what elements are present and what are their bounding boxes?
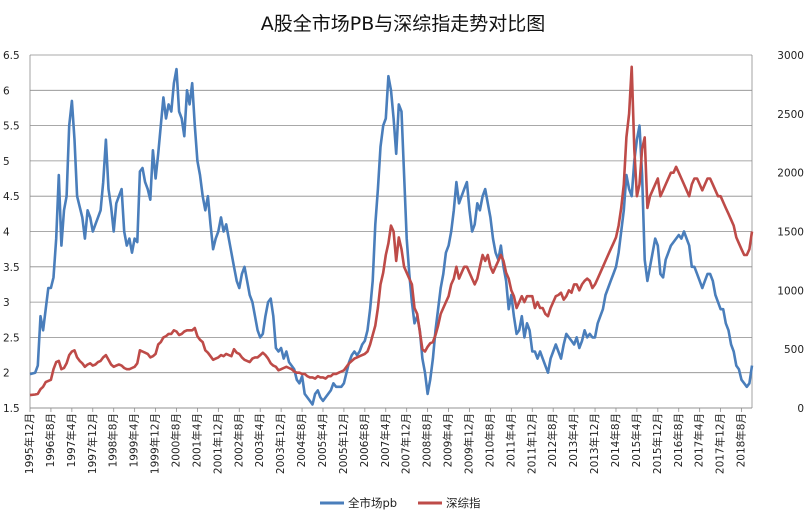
x-tick-label: 2002年8月	[232, 413, 245, 467]
x-tick-label: 2001年4月	[190, 413, 203, 467]
y-left-tick-label: 2.5	[3, 332, 20, 344]
x-tick-label: 2008年8月	[421, 413, 434, 467]
chart-title: A股全市场PB与深综指走势对比图	[261, 13, 546, 35]
x-tick-label: 2003年12月	[274, 413, 287, 474]
series-line-pb	[29, 67, 754, 406]
y-right-tick-label: 500	[784, 344, 804, 356]
x-tick-label: 1997年4月	[65, 413, 78, 467]
x-tick-label: 2018年8月	[735, 413, 748, 467]
y-right-tick-label: 0	[797, 403, 804, 415]
x-tick-label: 2010年8月	[483, 413, 496, 467]
series-line-szcomp	[29, 65, 754, 397]
axis-layer: 1.5 2 2.5 3 3.5 4 4.5 5 5.5 6 6.5 0 500 1000 1500 2000 2…	[3, 50, 804, 474]
legend-label-szcomp: 深综指	[446, 496, 481, 510]
x-tick-label: 2017年4月	[693, 413, 706, 467]
x-tick-label: 2005年4月	[316, 413, 329, 467]
x-tick-label: 2011年4月	[504, 413, 517, 467]
y-left-tick-label: 3	[3, 297, 10, 309]
x-tick-label: 2007年12月	[400, 413, 413, 474]
x-tick-label: 2014年8月	[609, 413, 622, 467]
legend: 全市场pb 深综指	[320, 496, 481, 510]
x-tick-label: 2009年4月	[442, 413, 455, 467]
x-tick-label: 2001年12月	[211, 413, 224, 474]
x-tick-label: 2000年8月	[169, 413, 182, 467]
x-tick-label: 1997年12月	[86, 413, 99, 474]
x-tick-label: 2011年12月	[525, 413, 538, 474]
x-tick-label: 2017年12月	[714, 413, 727, 474]
y-left-tick-label: 1.5	[3, 403, 20, 415]
x-tick-label: 2015年4月	[630, 413, 643, 467]
y-left-tick-label: 2	[3, 368, 10, 380]
legend-label-pb: 全市场pb	[348, 496, 397, 510]
y-left-tick-label: 6	[3, 85, 10, 97]
x-tick-label: 1998年8月	[107, 413, 120, 467]
x-tick-label: 2003年4月	[253, 413, 266, 467]
x-tick-label: 1999年4月	[128, 413, 141, 467]
x-tick-label: 2004年8月	[295, 413, 308, 467]
x-tick-label: 2015年12月	[651, 413, 664, 474]
x-tick-label: 2013年4月	[567, 413, 580, 467]
x-tick-label: 2016年8月	[672, 413, 685, 467]
x-tick-label: 2013年12月	[588, 413, 601, 474]
x-tick-label: 1995年12月	[23, 413, 36, 474]
y-left-tick-label: 6.5	[3, 50, 20, 62]
x-tick-label: 1999年12月	[149, 413, 162, 474]
x-tick-label: 2006年8月	[358, 413, 371, 467]
y-right-tick-label: 1500	[777, 227, 804, 239]
y-right-tick-label: 2500	[777, 109, 804, 121]
y-right-tick-label: 3000	[777, 50, 804, 62]
y-left-tick-label: 5.5	[3, 121, 20, 133]
x-tick-label: 2012年8月	[546, 413, 559, 467]
x-tick-label: 2009年12月	[462, 413, 475, 474]
y-left-tick-label: 5	[3, 156, 10, 168]
y-left-tick-label: 4	[3, 227, 10, 239]
x-tick-label: 2005年12月	[337, 413, 350, 474]
y-right-tick-label: 2000	[777, 168, 804, 180]
y-left-tick-label: 3.5	[3, 262, 20, 274]
x-tick-label: 1996年8月	[44, 413, 57, 467]
series-layer	[29, 65, 754, 406]
y-right-tick-label: 1000	[777, 285, 804, 297]
x-tick-label: 2007年4月	[379, 413, 392, 467]
y-left-tick-label: 4.5	[3, 191, 20, 203]
